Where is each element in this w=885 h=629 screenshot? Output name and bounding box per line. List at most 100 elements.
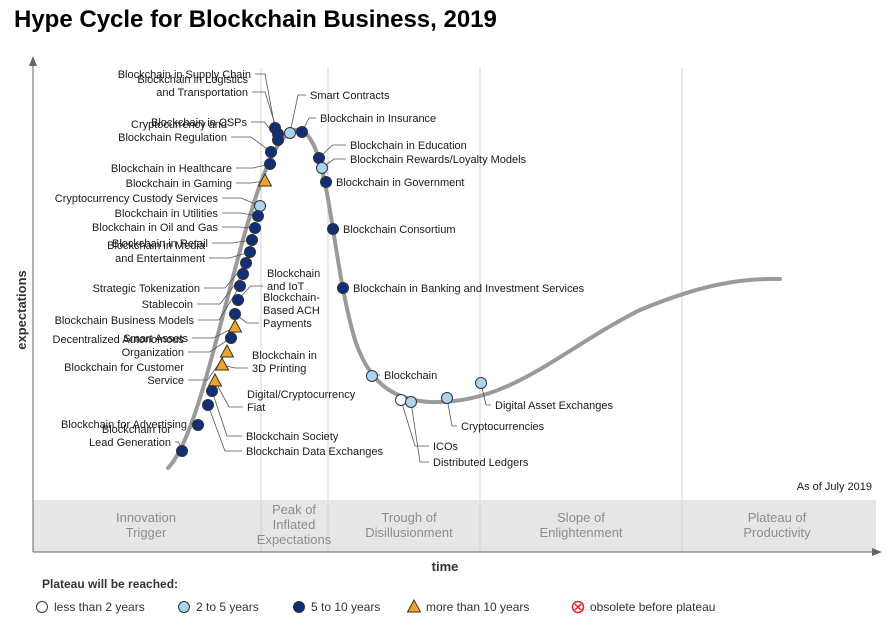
legend-title: Plateau will be reached: <box>42 577 178 591</box>
tech-label-digital-asset-exchanges: Digital Asset Exchanges <box>495 400 614 412</box>
tech-label-blockchain-and-iot: Blockchain <box>267 268 320 280</box>
tech-label-decentralized-autonomous-organization: Decentralized Autonomous <box>53 334 185 346</box>
tech-label-blockchain-for-customer-service: Service <box>147 375 184 387</box>
tech-label-icos: ICOs <box>433 441 459 453</box>
tech-label-blockchain-in-utilities: Blockchain in Utilities <box>115 208 219 220</box>
tech-label-blockchain-in-csps: Blockchain in CSPs <box>151 117 247 129</box>
leader-line-smart-contracts <box>289 94 306 134</box>
tech-label-blockchain-in-logistics-and-transportation: Blockchain in Logistics <box>137 74 248 86</box>
tech-label-blockchain-for-advertising: Blockchain for Advertising <box>61 419 187 431</box>
phase-label: Trough of <box>381 510 437 525</box>
marker-cryptocurrency-and-blockchain-regulation <box>265 146 277 158</box>
tech-label-blockchain-for-lead-generation: Lead Generation <box>89 437 171 449</box>
leader-line-distributed-ledgers <box>410 401 429 463</box>
tech-label-decentralized-autonomous-organization: Organization <box>122 347 184 359</box>
tech-label-blockchain-in-retail: Blockchain in Retail <box>112 238 208 250</box>
tech-label-cryptocurrencies: Cryptocurrencies <box>461 421 545 433</box>
legend-label-obs: obsolete before plateau <box>590 600 715 614</box>
marker-blockchain-in-oil-and-gas <box>249 222 261 234</box>
tech-label-blockchain-in-3d-printing: 3D Printing <box>252 363 306 375</box>
tech-label-blockchain-for-customer-service: Blockchain for Customer <box>64 362 184 374</box>
marker-blockchain-rewards-loyalty-models <box>316 162 328 174</box>
tech-label-digital-cryptocurrency-fiat: Fiat <box>247 402 265 414</box>
leader-line-blockchain-in-retail <box>212 239 253 244</box>
legend-marker-gt10 <box>406 598 422 613</box>
marker-smart-assets <box>227 318 243 333</box>
legend-label-5to10: 5 to 10 years <box>311 600 380 614</box>
leader-line-blockchain-in-logistics-and-transportation <box>252 91 279 135</box>
marker-cryptocurrencies <box>441 392 453 404</box>
legend: less than 2 years 2 to 5 years 5 to 10 yea… <box>36 598 715 614</box>
marker-decentralized-autonomous-organization <box>225 332 237 344</box>
legend-label-2to5: 2 to 5 years <box>196 600 259 614</box>
marker-digital-asset-exchanges <box>475 377 487 389</box>
phase-label: Innovation <box>116 510 176 525</box>
obsolete-x <box>574 603 582 611</box>
leader-line-cryptocurrency-custody-services <box>222 197 261 207</box>
marker-blockchain-business-models <box>234 280 246 292</box>
marker-blockchain <box>366 370 378 382</box>
leader-line-digital-asset-exchanges <box>480 382 491 406</box>
tech-label-blockchain-in-3d-printing: Blockchain in <box>252 350 317 362</box>
x-axis-arrow-icon <box>872 548 882 556</box>
tech-label-blockchain-in-logistics-and-transportation: and Transportation <box>156 87 248 99</box>
tech-label-stablecoin: Stablecoin <box>142 299 193 311</box>
tech-label-blockchain-in-banking-and-investment-services: Blockchain in Banking and Investment Ser… <box>353 283 585 295</box>
tech-label-blockchain-in-insurance: Blockchain in Insurance <box>320 113 436 125</box>
tech-label-cryptocurrency-custody-services: Cryptocurrency Custody Services <box>55 193 219 205</box>
marker-blockchain-in-retail <box>246 234 258 246</box>
label-leaders <box>175 73 491 463</box>
tech-label-blockchain-in-media-and-entertainment: and Entertainment <box>115 253 205 265</box>
leader-line-blockchain-in-media-and-entertainment <box>209 251 251 259</box>
marker-blockchain-in-government <box>320 176 332 188</box>
technology-markers <box>176 122 487 457</box>
tech-label-blockchain-in-supply-chain: Blockchain in Supply Chain <box>118 69 251 81</box>
tech-label-cryptocurrency-and-blockchain-regulation: Blockchain Regulation <box>118 132 227 144</box>
tech-label-blockchain: Blockchain <box>384 370 437 382</box>
phase-label: Plateau of <box>748 510 807 525</box>
leader-line-blockchain-in-gaming <box>236 180 266 184</box>
phase-label: Trigger <box>126 525 167 540</box>
legend-marker-2to5 <box>178 601 190 613</box>
marker-blockchain-for-customer-service <box>219 343 235 358</box>
tech-label-blockchain-and-iot: and IoT <box>267 281 305 293</box>
marker-distributed-ledgers <box>405 396 417 408</box>
phase-label: Peak of <box>272 502 316 517</box>
tech-label-blockchain-in-media-and-entertainment: Blockchain in Media <box>107 240 206 252</box>
marker-blockchain-in-insurance <box>296 126 308 138</box>
phase-label: Slope of <box>557 510 605 525</box>
tech-label-blockchain-in-oil-and-gas: Blockchain in Oil and Gas <box>92 222 218 234</box>
tech-label-blockchain-based-ach-payments: Payments <box>263 318 312 330</box>
tech-label-blockchain-business-models: Blockchain Business Models <box>55 315 195 327</box>
tech-label-blockchain-in-government: Blockchain in Government <box>336 177 464 189</box>
phase-band <box>33 500 876 552</box>
tech-label-blockchain-in-healthcare: Blockchain in Healthcare <box>111 163 232 175</box>
marker-cryptocurrency-custody-services <box>254 200 266 212</box>
legend-marker-lt2 <box>36 601 48 613</box>
legend-marker-obs <box>571 600 585 614</box>
marker-icos <box>395 394 407 406</box>
tech-label-cryptocurrency-and-blockchain-regulation: Cryptocurrency and <box>131 119 227 131</box>
marker-blockchain-society <box>206 385 218 397</box>
marker-blockchain-in-csps <box>272 134 284 146</box>
tech-label-blockchain-consortium: Blockchain Consortium <box>343 224 456 236</box>
leader-line-cryptocurrencies <box>446 397 457 427</box>
tech-label-smart-contracts: Smart Contracts <box>310 90 390 102</box>
phase-dividers <box>260 68 683 552</box>
tech-label-digital-cryptocurrency-fiat: Digital/Cryptocurrency <box>247 389 356 401</box>
leader-line-blockchain-society <box>211 390 242 437</box>
marker-blockchain-in-gaming <box>257 172 273 187</box>
tech-label-blockchain-for-lead-generation: Blockchain for <box>102 424 171 436</box>
y-axis-label: expectations <box>14 270 29 349</box>
legend-label-gt10: more than 10 years <box>426 600 529 614</box>
tech-label-blockchain-rewards-loyalty-models: Blockchain Rewards/Loyalty Models <box>350 154 527 166</box>
tech-label-blockchain-in-gaming: Blockchain in Gaming <box>126 178 232 190</box>
page-title: Hype Cycle for Blockchain Business, 2019 <box>14 6 497 33</box>
tech-label-blockchain-based-ach-payments: Blockchain- <box>263 292 320 304</box>
marker-blockchain-for-advertising <box>192 419 204 431</box>
tech-label-smart-assets: Smart Assets <box>123 333 188 345</box>
tech-label-blockchain-in-education: Blockchain in Education <box>350 140 467 152</box>
